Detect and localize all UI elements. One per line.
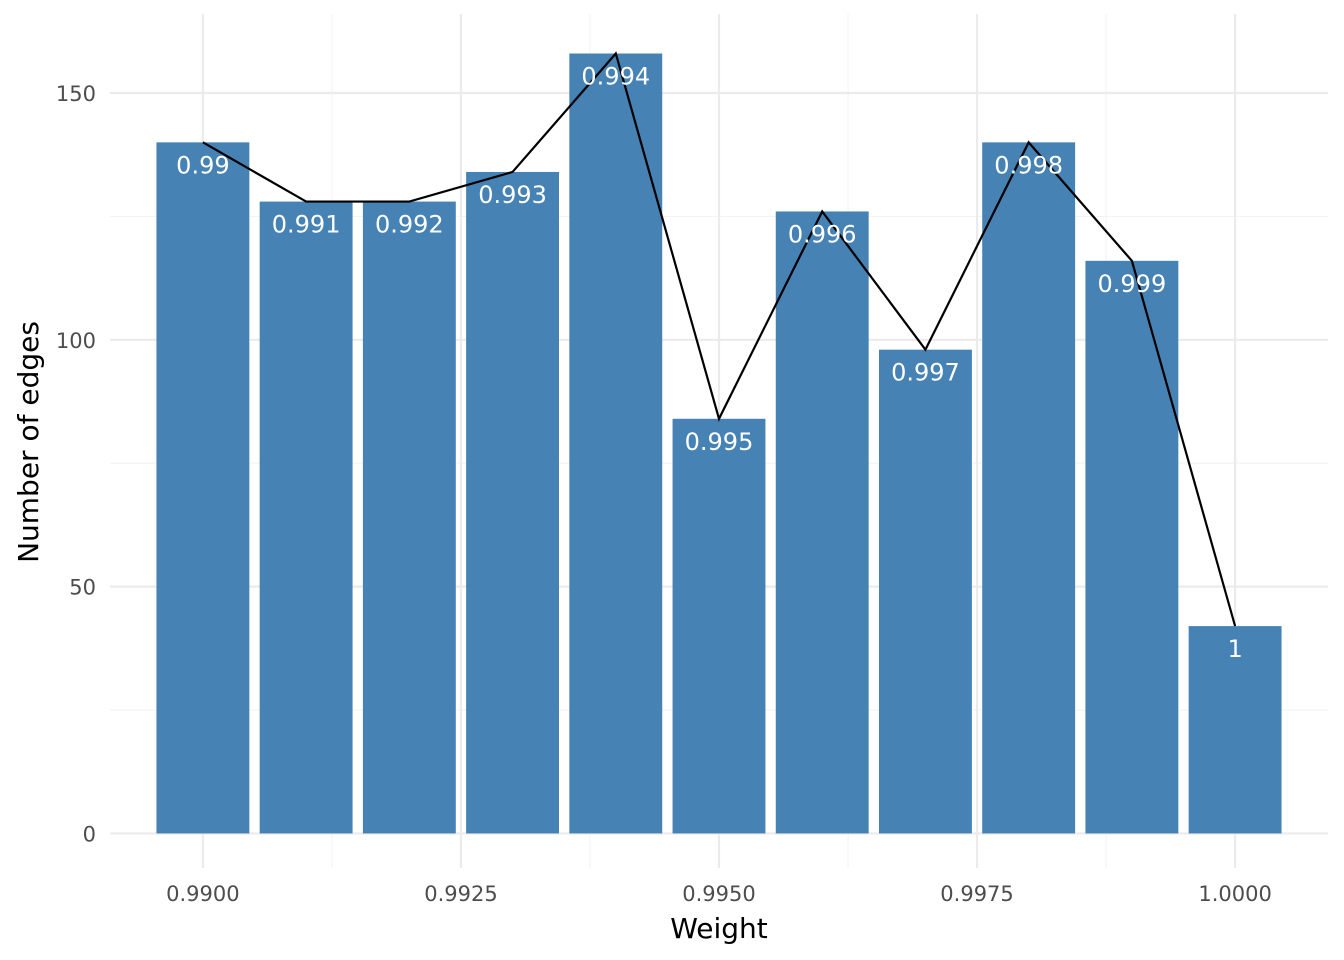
bar	[673, 419, 766, 834]
x-tick-label: 0.9950	[682, 882, 755, 906]
bar	[1085, 261, 1178, 834]
y-tick-label: 0	[83, 822, 96, 846]
bar	[776, 211, 869, 833]
x-tick-label: 0.9925	[424, 882, 497, 906]
bar-label: 0.996	[788, 220, 857, 248]
bar-label: 1	[1227, 635, 1242, 663]
bar-label: 0.991	[272, 211, 341, 239]
y-tick-label: 50	[69, 576, 96, 600]
x-tick-label: 0.9975	[940, 882, 1013, 906]
y-axis-ticks: 0 50 100 150	[56, 82, 96, 846]
bar	[363, 202, 456, 834]
bar-label: 0.999	[1098, 270, 1167, 298]
bar-label: 0.992	[375, 211, 444, 239]
bar	[156, 142, 249, 833]
x-tick-label: 1.0000	[1198, 882, 1271, 906]
bar-label: 0.99	[176, 151, 229, 179]
bar	[982, 142, 1075, 833]
bar-label: 0.997	[891, 359, 960, 387]
bar-label: 0.993	[478, 181, 547, 209]
bar-label: 0.995	[685, 428, 754, 456]
bar-label: 0.998	[994, 151, 1063, 179]
x-axis-title: Weight	[670, 912, 768, 945]
bar	[260, 202, 353, 834]
bar-label: 0.994	[581, 62, 650, 90]
x-tick-label: 0.9900	[166, 882, 239, 906]
bar	[466, 172, 559, 833]
bar	[879, 350, 972, 834]
y-axis-title: Number of edges	[12, 321, 45, 563]
y-tick-label: 100	[56, 329, 96, 353]
x-axis-ticks: 0.9900 0.9925 0.9950 0.9975 1.0000	[166, 882, 1272, 906]
y-tick-label: 150	[56, 82, 96, 106]
